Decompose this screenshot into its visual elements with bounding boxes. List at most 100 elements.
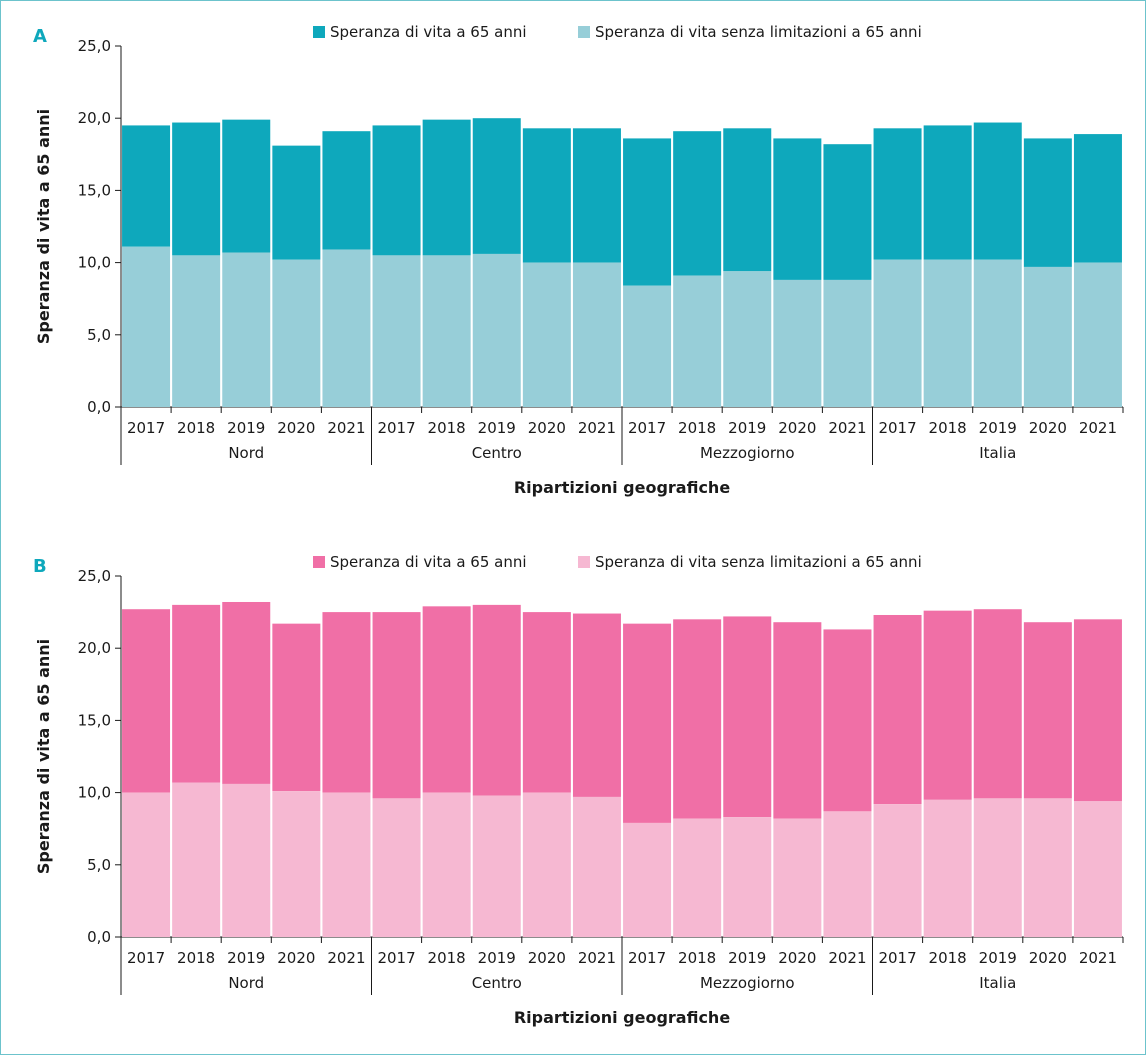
panel-label: B bbox=[33, 556, 47, 577]
bar-total bbox=[623, 138, 672, 286]
bar-total bbox=[773, 622, 822, 819]
bar-healthy bbox=[823, 279, 872, 407]
bar-healthy bbox=[272, 791, 321, 937]
y-tick-label: 10,0 bbox=[78, 254, 111, 272]
bar-total bbox=[522, 128, 571, 263]
bar-healthy bbox=[122, 246, 171, 407]
y-tick-label: 20,0 bbox=[78, 109, 111, 127]
bar-total bbox=[823, 144, 872, 280]
bar-total bbox=[222, 119, 271, 253]
x-tick-label: 2018 bbox=[929, 419, 967, 437]
x-tick-label: 2017 bbox=[628, 949, 666, 967]
bar-healthy bbox=[873, 259, 922, 407]
bar-total bbox=[1073, 619, 1122, 802]
y-tick-label: 25,0 bbox=[78, 567, 111, 585]
bar-healthy bbox=[873, 804, 922, 937]
bar-total bbox=[322, 612, 371, 793]
bar-total bbox=[472, 604, 521, 796]
bar-healthy bbox=[923, 799, 972, 937]
y-tick-label: 0,0 bbox=[87, 398, 111, 416]
bar-healthy bbox=[623, 822, 672, 937]
group-label-nord: Nord bbox=[228, 444, 264, 462]
x-tick-label: 2017 bbox=[127, 419, 165, 437]
bar-healthy bbox=[172, 255, 221, 407]
bar-healthy bbox=[522, 262, 571, 407]
bar-total bbox=[623, 623, 672, 823]
y-tick-label: 25,0 bbox=[78, 37, 111, 55]
bar-healthy bbox=[572, 262, 621, 407]
y-axis-title: Speranza di vita a 65 anni bbox=[34, 639, 53, 874]
bar-total bbox=[222, 601, 271, 784]
legend-label-total: Speranza di vita a 65 anni bbox=[330, 553, 527, 571]
bar-total bbox=[422, 119, 471, 256]
legend-label-healthy: Speranza di vita senza limitazioni a 65 … bbox=[595, 553, 922, 571]
legend-label-healthy: Speranza di vita senza limitazioni a 65 … bbox=[595, 23, 922, 41]
x-tick-label: 2019 bbox=[728, 949, 766, 967]
panel-label: A bbox=[33, 26, 47, 47]
bar-total bbox=[572, 128, 621, 263]
x-axis-title: Ripartizioni geografiche bbox=[514, 478, 730, 497]
bar-total bbox=[673, 131, 722, 276]
bar-total bbox=[372, 612, 421, 799]
y-tick-label: 5,0 bbox=[87, 856, 111, 874]
x-tick-label: 2020 bbox=[528, 949, 566, 967]
bar-healthy bbox=[923, 259, 972, 407]
bar-healthy bbox=[1073, 262, 1122, 407]
bar-healthy bbox=[973, 259, 1022, 407]
group-label-mezzogiorno: Mezzogiorno bbox=[700, 444, 795, 462]
bar-total bbox=[422, 606, 471, 793]
bar-total bbox=[723, 128, 772, 272]
bar-healthy bbox=[222, 252, 271, 407]
group-label-centro: Centro bbox=[472, 974, 522, 992]
bar-healthy bbox=[322, 249, 371, 407]
x-tick-label: 2020 bbox=[277, 419, 315, 437]
bar-healthy bbox=[973, 798, 1022, 937]
x-tick-label: 2021 bbox=[578, 419, 616, 437]
bar-healthy bbox=[372, 798, 421, 937]
y-tick-label: 15,0 bbox=[78, 181, 111, 199]
x-tick-label: 2019 bbox=[979, 949, 1017, 967]
x-tick-label: 2017 bbox=[377, 949, 415, 967]
bar-total bbox=[923, 610, 972, 800]
bar-healthy bbox=[673, 818, 722, 937]
bar-healthy bbox=[723, 271, 772, 407]
bar-healthy bbox=[1073, 801, 1122, 937]
x-tick-label: 2018 bbox=[678, 419, 716, 437]
bar-total bbox=[122, 125, 171, 247]
bar-total bbox=[122, 609, 171, 793]
y-tick-label: 5,0 bbox=[87, 326, 111, 344]
bar-healthy bbox=[673, 275, 722, 407]
group-label-centro: Centro bbox=[472, 444, 522, 462]
bar-total bbox=[1073, 134, 1122, 263]
bar-healthy bbox=[773, 818, 822, 937]
bar-healthy bbox=[122, 792, 171, 937]
y-tick-label: 10,0 bbox=[78, 784, 111, 802]
legend-swatch-healthy bbox=[578, 556, 590, 568]
bar-total bbox=[923, 125, 972, 260]
x-tick-label: 2021 bbox=[327, 949, 365, 967]
bar-total bbox=[873, 128, 922, 260]
bar-total bbox=[873, 614, 922, 805]
bar-healthy bbox=[1023, 266, 1072, 407]
bar-healthy bbox=[723, 817, 772, 937]
chart-panel-a: A Speranza di vita a 65 anni Speranza di v… bbox=[33, 23, 1124, 497]
x-tick-label: 2021 bbox=[1079, 949, 1117, 967]
x-tick-label: 2017 bbox=[377, 419, 415, 437]
bar-healthy bbox=[172, 782, 221, 937]
group-label-mezzogiorno: Mezzogiorno bbox=[700, 974, 795, 992]
bar-total bbox=[973, 609, 1022, 799]
x-tick-label: 2017 bbox=[878, 949, 916, 967]
x-tick-label: 2019 bbox=[227, 949, 265, 967]
chart-panel-b: B Speranza di vita a 65 anni Speranza di v… bbox=[33, 553, 1124, 1027]
bar-total bbox=[723, 616, 772, 818]
x-tick-label: 2021 bbox=[1079, 419, 1117, 437]
bar-total bbox=[973, 122, 1022, 260]
x-tick-label: 2018 bbox=[428, 949, 466, 967]
bar-healthy bbox=[1023, 798, 1072, 937]
bar-healthy bbox=[572, 796, 621, 937]
x-tick-label: 2021 bbox=[828, 419, 866, 437]
group-label-italia: Italia bbox=[979, 974, 1016, 992]
x-tick-label: 2019 bbox=[478, 949, 516, 967]
